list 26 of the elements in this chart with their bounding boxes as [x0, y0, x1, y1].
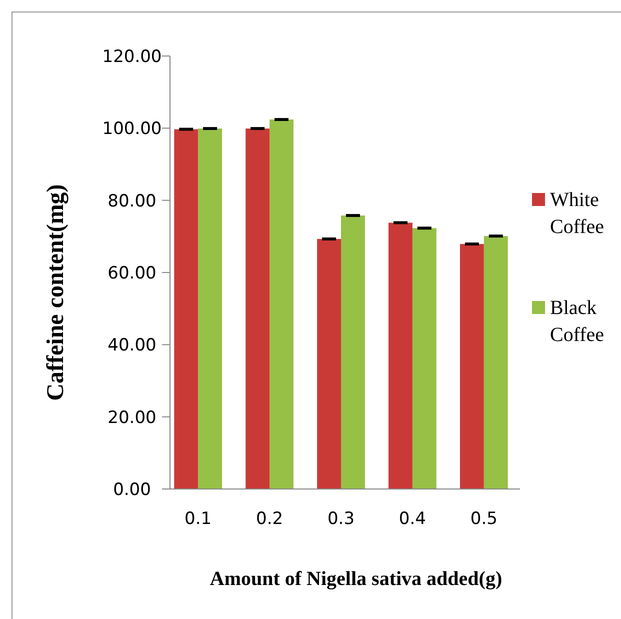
- legend-label: White Coffee: [550, 189, 604, 238]
- x-axis-title: Amount of Nigella sativa added(g): [210, 568, 502, 590]
- bar: [484, 236, 508, 489]
- y-tick-label: 0.00: [113, 480, 151, 500]
- bar: [198, 128, 222, 489]
- x-tick-label: 0.3: [327, 509, 355, 529]
- y-tick-label: 120.00: [102, 46, 162, 67]
- bar: [460, 244, 484, 489]
- bar: [174, 129, 198, 489]
- bar: [388, 222, 412, 489]
- bar: [246, 128, 270, 489]
- y-tick-label: 80.00: [108, 191, 156, 212]
- x-tick-label: 0.2: [256, 509, 284, 529]
- y-tick-label: 20.00: [108, 408, 156, 428]
- bar: [270, 120, 294, 489]
- bar: [412, 228, 436, 489]
- y-tick-label: 60.00: [108, 263, 156, 284]
- legend-label: Black Coffee: [550, 297, 604, 346]
- bar: [341, 215, 365, 489]
- y-tick-label: 100.00: [102, 119, 162, 140]
- y-axis-title: Caffeine content(mg): [43, 184, 69, 401]
- y-tick-label: 40.00: [108, 336, 156, 356]
- bar: [317, 238, 341, 489]
- x-tick-label: 0.5: [470, 509, 498, 529]
- x-tick-label: 0.4: [398, 509, 426, 529]
- x-tick-label: 0.1: [184, 509, 212, 529]
